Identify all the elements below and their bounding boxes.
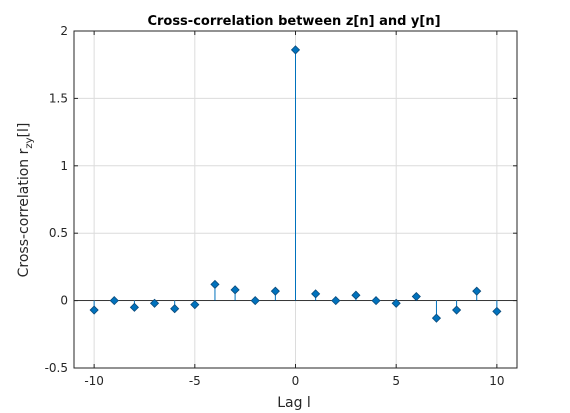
x-tick-label: -10: [84, 374, 104, 388]
stem-point: [412, 293, 420, 301]
stem-marker: [312, 290, 320, 298]
stem-point: [432, 301, 440, 323]
x-tick-label: -5: [189, 374, 201, 388]
y-axis-label-main: Cross-correlation r: [16, 148, 32, 277]
stem-point: [271, 287, 279, 300]
stem-marker: [412, 293, 420, 301]
y-tick-label: -0.5: [45, 361, 68, 375]
stem-marker: [130, 303, 138, 311]
stem-marker: [171, 305, 179, 313]
stem-marker: [372, 297, 380, 305]
stem-marker: [110, 297, 118, 305]
y-tick-label: 0: [60, 294, 68, 308]
stem-marker: [352, 291, 360, 299]
stem-point: [90, 301, 98, 314]
y-tick-label: 1.5: [49, 91, 68, 105]
stem-marker: [332, 297, 340, 305]
stem-point: [312, 290, 320, 301]
stem-point: [473, 287, 481, 300]
y-tick-label: 0.5: [49, 226, 68, 240]
y-axis-label-suffix: [l]: [16, 123, 32, 138]
stem-point: [211, 280, 219, 300]
stem-marker: [211, 280, 219, 288]
stem-point: [292, 46, 300, 301]
stem-point: [453, 301, 461, 314]
x-axis-label: Lag l: [277, 395, 311, 411]
stem-point: [251, 297, 259, 305]
stem-point: [352, 291, 360, 300]
y-axis-label: Cross-correlation rzy[l]: [16, 123, 35, 278]
stems: [90, 46, 501, 322]
ticks: -10 -5 0 5 10 -0.5 0 0.5 1 1.5 2: [45, 24, 517, 388]
stem-marker: [493, 307, 501, 315]
stem-point: [191, 301, 199, 309]
stem-point: [231, 286, 239, 301]
x-tick-label: 5: [392, 374, 400, 388]
stem-point: [493, 301, 501, 316]
stem-marker: [292, 46, 300, 54]
stem-point: [130, 301, 138, 312]
stem-point: [372, 297, 380, 305]
chart-title: Cross-correlation between z[n] and y[n]: [147, 14, 440, 29]
stem-marker: [271, 287, 279, 295]
stem-marker: [231, 286, 239, 294]
stem-marker: [191, 301, 199, 309]
x-tick-label: 0: [292, 374, 300, 388]
stem-marker: [432, 314, 440, 322]
stem-marker: [453, 306, 461, 314]
stem-point: [110, 297, 118, 305]
stem-point: [171, 301, 179, 313]
stem-point: [332, 297, 340, 305]
y-axis-label-subscript: zy: [24, 137, 35, 148]
x-tick-label: 10: [489, 374, 504, 388]
stem-marker: [251, 297, 259, 305]
y-tick-label: 2: [60, 24, 68, 38]
stem-marker: [90, 306, 98, 314]
y-tick-label: 1: [60, 159, 68, 173]
stem-marker: [473, 287, 481, 295]
